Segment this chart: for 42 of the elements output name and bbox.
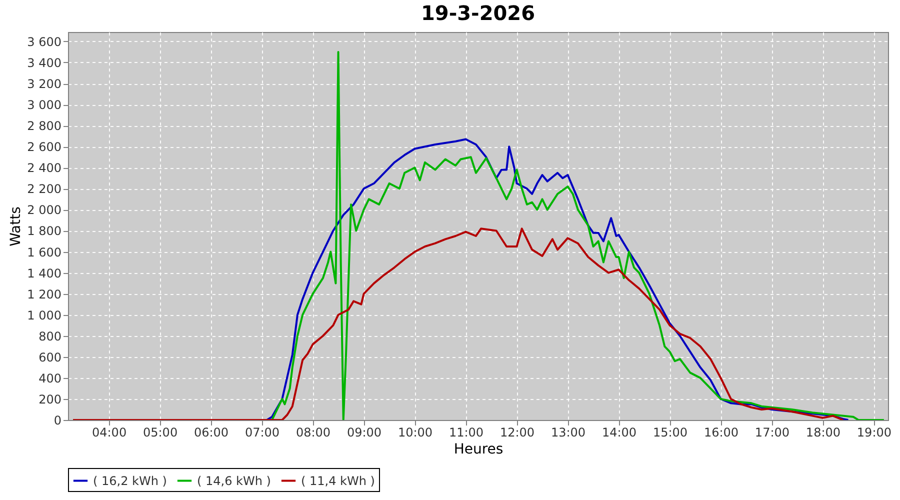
y-tick-label: 200: [38, 392, 62, 406]
x-tick-label: 13:00: [550, 426, 586, 440]
y-tick-label: 2 800: [27, 119, 62, 134]
y-tick-label: 2 600: [27, 140, 62, 154]
y-tick-label: 2 200: [27, 182, 62, 196]
legend-label: ( 14,6 kWh ): [197, 474, 271, 488]
x-tick-label: 15:00: [652, 426, 688, 440]
y-tick-label: 3 400: [27, 56, 62, 70]
y-tick-label: 1 600: [27, 245, 62, 260]
y-axis-title: Watts: [8, 206, 24, 246]
x-tick-label: 14:00: [602, 426, 637, 440]
y-tick-label: 1 200: [27, 287, 62, 302]
line-series: [72, 228, 844, 420]
y-tick-label: 400: [38, 371, 62, 386]
x-tick-label: 05:00: [142, 426, 178, 440]
legend-label: ( 16,2 kWh ): [93, 474, 167, 488]
x-tick-label: 10:00: [398, 426, 433, 440]
x-tick-label: 19:00: [856, 426, 892, 440]
y-tick-label: 1 800: [27, 224, 62, 238]
x-tick-label: 18:00: [806, 426, 841, 440]
y-tick-label: 0: [54, 414, 62, 428]
x-tick-label: 11:00: [448, 426, 484, 440]
y-tick-label: 2 000: [27, 203, 62, 218]
y-tick-label: 800: [38, 329, 62, 344]
y-tick-label: 3 600: [27, 34, 62, 49]
x-tick-label: 17:00: [754, 426, 790, 440]
y-tick-label: 3 000: [27, 98, 62, 112]
legend-label: ( 11,4 kWh ): [301, 474, 375, 488]
x-tick-label: 09:00: [346, 426, 382, 440]
x-tick-label: 04:00: [92, 426, 127, 440]
y-tick-label: 2 400: [27, 161, 62, 176]
y-tick-label: 1 400: [27, 266, 62, 280]
x-tick-label: 06:00: [194, 426, 229, 440]
x-tick-label: 07:00: [244, 426, 280, 440]
x-tick-label: 12:00: [500, 426, 535, 440]
x-tick-label: 16:00: [704, 426, 739, 440]
chart-title: 19-3-2026: [420, 1, 536, 25]
x-axis-title: Heures: [454, 442, 504, 458]
y-tick-label: 600: [38, 350, 62, 364]
y-tick-label: 3 200: [27, 77, 62, 92]
x-tick-label: 08:00: [296, 426, 331, 440]
y-tick-label: 1 000: [27, 308, 62, 322]
